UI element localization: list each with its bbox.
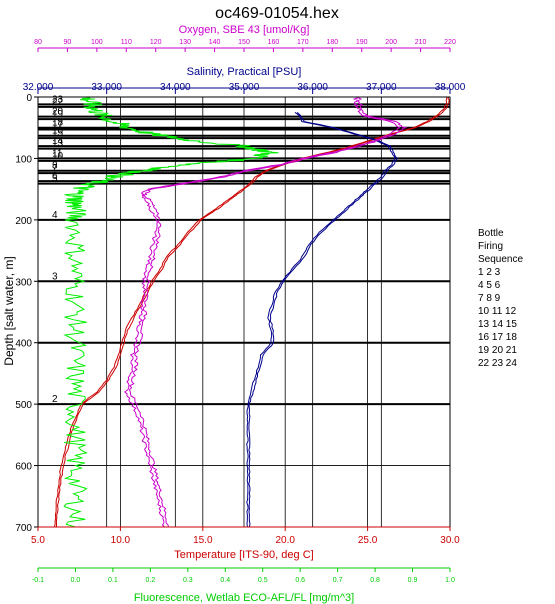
oxygen-tick-label: 180 <box>326 39 338 46</box>
legend-row: 22 23 24 <box>478 358 517 369</box>
depth-tick-label: 200 <box>15 216 32 227</box>
legend-row: 7 8 9 <box>478 293 501 304</box>
salinity-axis-label: Salinity, Practical [PSU] <box>187 66 302 78</box>
oxygen-tick-label: 140 <box>209 39 221 46</box>
bottle-legend: Bottle Firing Sequence 1 2 3 4 5 6 7 8 9 10 11… <box>478 228 523 369</box>
bottle-label: 17 <box>52 120 64 131</box>
fluorescence-tick-label: 0.2 <box>145 577 155 584</box>
salinity-tick-label: 38.000 <box>435 82 466 93</box>
bottle-label: 5 <box>52 174 58 185</box>
legend-row: 10 11 12 <box>478 306 517 317</box>
oxygen-axis-ticks: 80 90 100 110 120 130 140 150 160 170 180 190 200 210… <box>34 39 456 52</box>
fluorescence-tick-label: 0.4 <box>220 577 230 584</box>
salinity-tick-label: 35.000 <box>229 82 260 93</box>
chart-title: oc469-01054.hex <box>215 5 339 22</box>
bottle-label: 6 <box>52 171 58 182</box>
fluorescence-tick-label: 0.3 <box>183 577 193 584</box>
bottle-label: 4 <box>52 210 58 221</box>
fluorescence-axis-ticks: -0.1 0.0 0.1 0.2 0.3 0.4 0.5 0.6 0.7 0.8 0.9 1.0 <box>32 567 455 584</box>
salinity-axis-ticks: 32.000 33.000 34.000 35.000 36.000 37.000 38.0… <box>23 82 466 94</box>
bottle-label: 10 <box>52 151 64 162</box>
legend-title-line: Sequence <box>478 254 523 265</box>
fluorescence-tick-label: 0.0 <box>71 577 81 584</box>
depth-axis-label: Depth [salt water, m] <box>2 256 16 365</box>
bottle-label: 8 <box>52 161 58 172</box>
oxygen-tick-label: 130 <box>179 39 191 46</box>
bottle-label: 18 <box>52 118 64 129</box>
legend-row: 1 2 3 <box>478 267 501 278</box>
temperature-axis-ticks: 5.0 10.0 15.0 20.0 25.0 30.0 <box>31 526 460 546</box>
oxygen-axis-label: Oxygen, SBE 43 [umol/Kg] <box>179 24 310 36</box>
oxygen-tick-label: 200 <box>385 39 397 46</box>
bottle-label: 13 <box>52 139 64 150</box>
temperature-tick-label: 30.0 <box>440 535 460 546</box>
depth-tick-label: 0 <box>26 93 32 104</box>
temperature-series-line-up <box>55 96 450 527</box>
oxygen-series-line <box>123 96 401 528</box>
bottle-label: 23 <box>52 94 64 105</box>
legend-title-line: Firing <box>478 241 503 252</box>
salinity-tick-label: 36.000 <box>297 82 328 93</box>
bottle-label: 14 <box>52 136 64 147</box>
salinity-tick-label: 33.000 <box>91 82 122 93</box>
bottle-label: 7 <box>52 163 58 174</box>
legend-title-line: Bottle <box>478 228 504 239</box>
depth-tick-label: 400 <box>15 339 32 350</box>
legend-row: 4 5 6 <box>478 280 501 291</box>
oxygen-tick-label: 80 <box>34 39 42 46</box>
fluorescence-tick-label: -0.1 <box>32 577 44 584</box>
oxygen-tick-label: 220 <box>444 39 456 46</box>
fluorescence-tick-label: 0.9 <box>408 577 418 584</box>
depth-tick-label: 100 <box>15 154 32 165</box>
fluorescence-tick-label: 0.6 <box>295 577 305 584</box>
salinity-tick-label: 34.000 <box>160 82 191 93</box>
oxygen-tick-label: 100 <box>91 39 103 46</box>
depth-tick-label: 500 <box>15 400 32 411</box>
fluorescence-tick-label: 0.5 <box>258 577 268 584</box>
depth-tick-label: 700 <box>15 523 32 534</box>
salinity-tick-label: 37.000 <box>366 82 397 93</box>
temperature-tick-label: 25.0 <box>358 535 378 546</box>
oxygen-tick-label: 120 <box>150 39 162 46</box>
oxygen-tick-label: 150 <box>238 39 250 46</box>
oxygen-series-line-up <box>128 96 408 528</box>
legend-row: 13 14 15 <box>478 319 517 330</box>
temperature-tick-label: 5.0 <box>31 535 45 546</box>
bottle-label: 11 <box>52 148 63 159</box>
bottle-label: 22 <box>52 97 64 108</box>
legend-row: 19 20 21 <box>478 345 517 356</box>
fluorescence-tick-label: 1.0 <box>445 577 455 584</box>
depth-tick-label: 600 <box>15 462 32 473</box>
salinity-tick-label: 32.000 <box>23 82 54 93</box>
oxygen-tick-label: 90 <box>64 39 72 46</box>
oxygen-tick-label: 110 <box>121 39 132 46</box>
fluorescence-series-line <box>63 96 279 528</box>
fluorescence-tick-label: 0.8 <box>370 577 380 584</box>
fluorescence-tick-label: 0.7 <box>333 577 343 584</box>
bottle-label: 2 <box>52 394 58 405</box>
oxygen-tick-label: 170 <box>297 39 309 46</box>
depth-tick-label: 300 <box>15 277 32 288</box>
fluorescence-axis-label: Fluorescence, Wetlab ECO-AFL/FL [mg/m^3] <box>134 592 354 604</box>
bottle-label: 20 <box>52 107 64 118</box>
temperature-axis-label: Temperature [ITS-90, deg C] <box>174 549 313 561</box>
temperature-tick-label: 10.0 <box>111 535 131 546</box>
oxygen-tick-label: 160 <box>268 39 280 46</box>
oxygen-tick-label: 190 <box>356 39 368 46</box>
bottle-label: 15 <box>52 128 64 139</box>
bottle-label: 16 <box>52 126 64 137</box>
depth-axis-ticks: 0 100 200 300 400 500 600 700 <box>15 93 38 534</box>
temperature-tick-label: 15.0 <box>193 535 213 546</box>
bottle-label: 3 <box>52 271 58 282</box>
oxygen-tick-label: 210 <box>415 39 427 46</box>
temperature-tick-label: 20.0 <box>275 535 295 546</box>
fluorescence-tick-label: 0.1 <box>108 577 118 584</box>
salinity-series-line <box>246 111 396 528</box>
legend-row: 16 17 18 <box>478 332 517 343</box>
salinity-series-line-up <box>248 112 398 528</box>
bottle-label: 19 <box>52 109 64 120</box>
